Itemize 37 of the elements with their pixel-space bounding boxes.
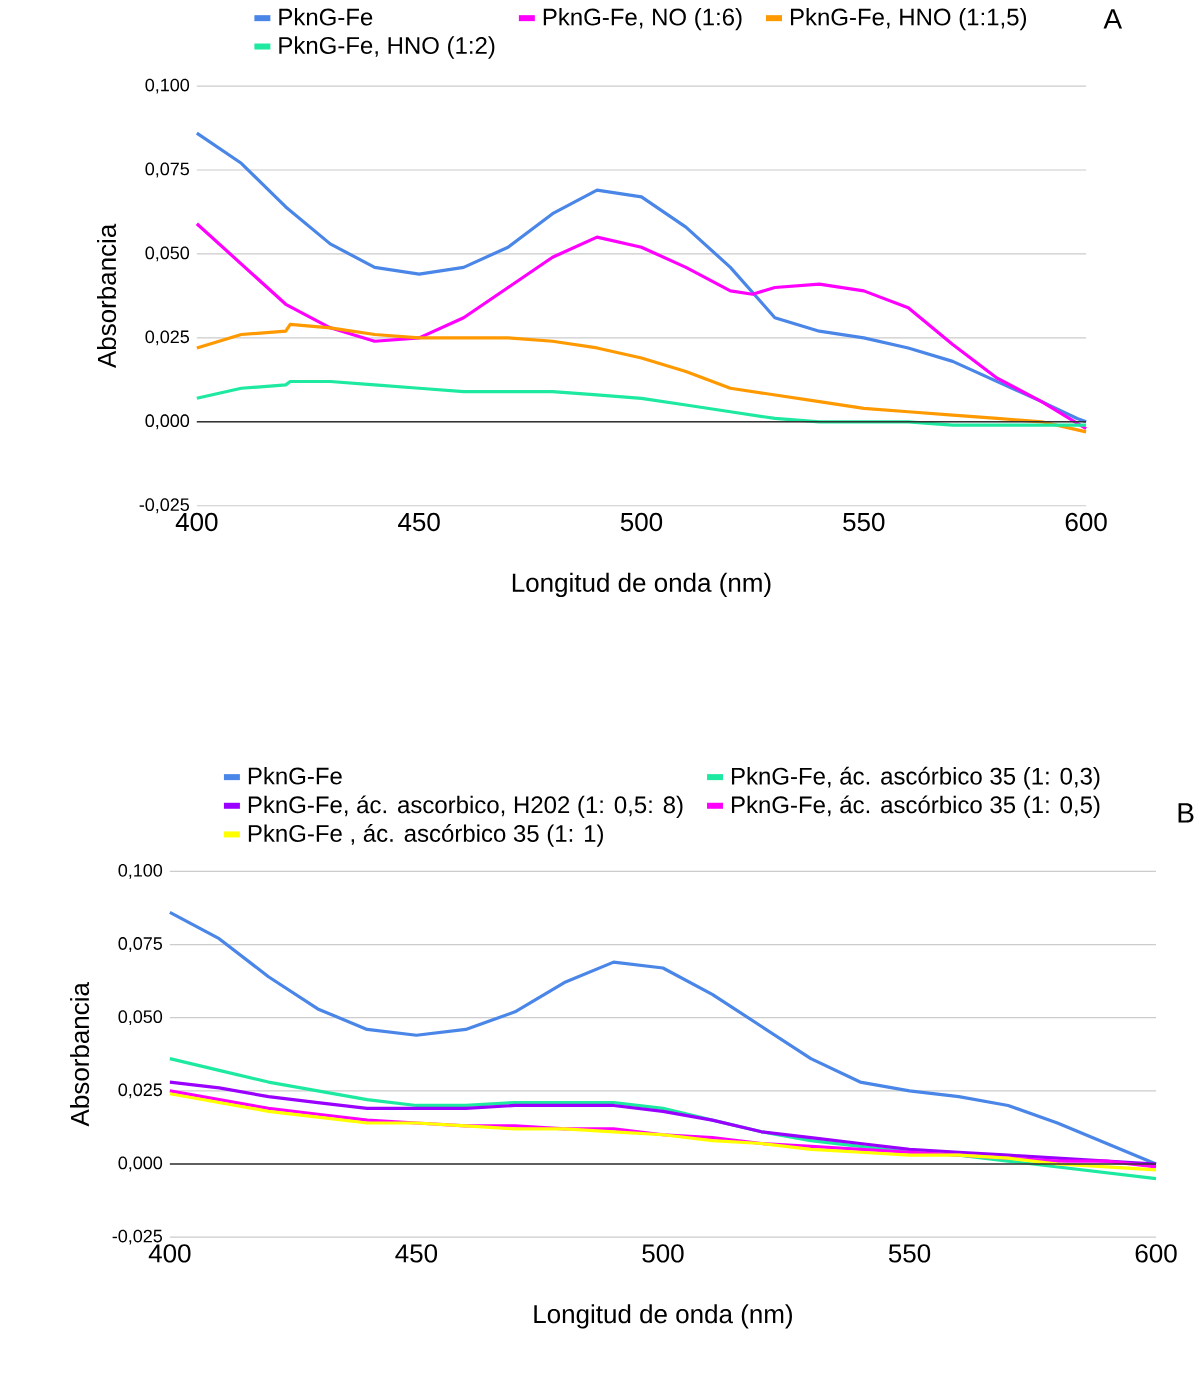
x-tick-label: 600	[1135, 1244, 1177, 1263]
legend-label: PknG-Fe	[249, 766, 342, 785]
x-tick-label: 450	[395, 1244, 438, 1263]
y-tick-label: 0,100	[145, 78, 190, 94]
y-tick-label: 0,075	[145, 162, 190, 178]
legend-label: PknG-Fe, ác. ascórbico 35 (1: 0,5)	[732, 795, 1100, 819]
y-tick-label: 0,075	[118, 937, 163, 952]
y-tick-label: -0,025	[139, 498, 190, 514]
y-tick-label: 0,025	[145, 330, 190, 346]
y-tick-label: 0,050	[118, 1010, 163, 1026]
y-tick-label: -0,025	[112, 1229, 163, 1245]
x-axis-title: Longitud de onda (nm)	[513, 572, 771, 598]
x-axis-title: Longitud de onda (nm)	[534, 1304, 793, 1329]
legend-label: PknG-Fe , ác. ascórbico 35 (1: 1)	[249, 824, 604, 847]
y-tick-label: 0,025	[118, 1083, 163, 1099]
text: A	[1103, 9, 1123, 29]
x-tick-label: 500	[621, 512, 663, 532]
x-tick-label: 600	[1065, 512, 1107, 532]
x-tick-label: 450	[398, 512, 441, 532]
legend-label: PknG-Fe, NO (1:6)	[544, 7, 742, 31]
y-tick-label: 0,000	[118, 1156, 163, 1172]
legend-label: PknG-Fe, HNO (1:1,5)	[791, 7, 1027, 31]
y-tick-label: 0,000	[145, 414, 190, 430]
y-axis-title: Absorbancia	[70, 982, 90, 1127]
x-tick-label: 400	[175, 512, 218, 532]
x-tick-label: 400	[148, 1244, 191, 1263]
legend-label: PknG-Fe	[279, 7, 373, 26]
x-tick-label: 550	[889, 1244, 931, 1263]
text: B	[1178, 803, 1194, 823]
y-tick-label: 0,050	[145, 246, 190, 262]
legend-label: PknG-Fe, ác. ascórbico 35 (1: 0,3)	[732, 766, 1100, 790]
y-tick-label: 0,100	[118, 863, 163, 879]
x-tick-label: 500	[642, 1244, 684, 1263]
y-axis-title: Absorbancia	[97, 223, 117, 369]
x-tick-label: 550	[843, 512, 885, 532]
legend-label: PknG-Fe, HNO (1:2)	[279, 36, 495, 59]
legend-label: PknG-Fe, ác. ascorbico, H202 (1: 0,5: 8)	[249, 795, 683, 819]
